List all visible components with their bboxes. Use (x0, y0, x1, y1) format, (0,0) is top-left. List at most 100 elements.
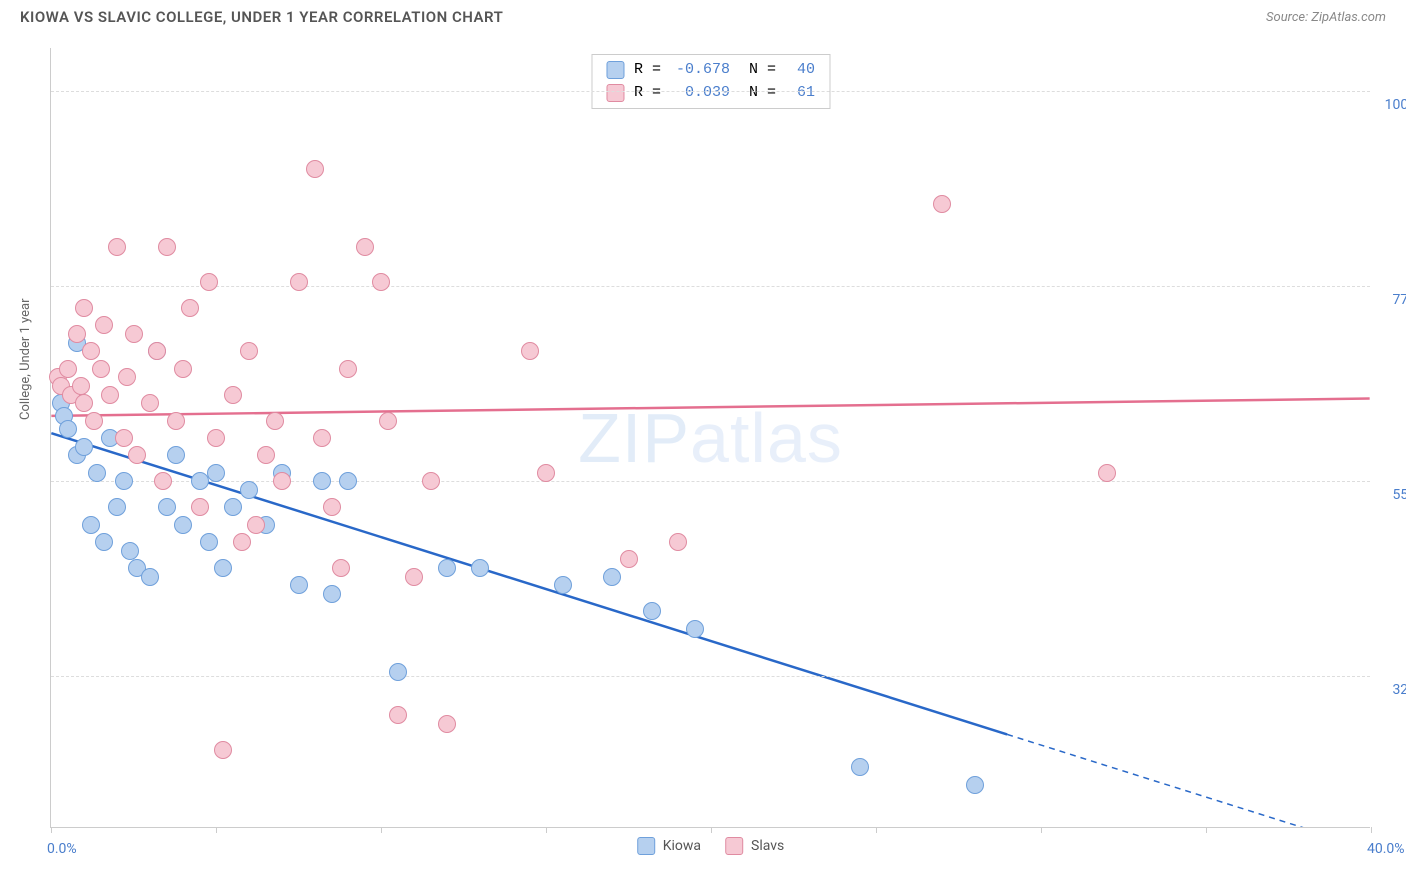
scatter-point (323, 585, 341, 603)
scatter-point (75, 438, 93, 456)
scatter-point (372, 273, 390, 291)
scatter-point (75, 394, 93, 412)
scatter-point (554, 576, 572, 594)
scatter-point (356, 238, 374, 256)
x-tick (216, 827, 217, 833)
scatter-point (174, 516, 192, 534)
scatter-point (438, 559, 456, 577)
scatter-point (128, 446, 146, 464)
scatter-point (158, 498, 176, 516)
source-label: Source: ZipAtlas.com (1266, 10, 1386, 25)
scatter-point (313, 472, 331, 490)
x-tick (711, 827, 712, 833)
x-tick (546, 827, 547, 833)
scatter-point (266, 412, 284, 430)
x-tick (1206, 827, 1207, 833)
stats-row: R = 0.039 N = 61 (606, 82, 815, 105)
scatter-point (82, 516, 100, 534)
scatter-point (108, 498, 126, 516)
scatter-point (339, 472, 357, 490)
y-tick-label: 100.0% (1385, 97, 1406, 113)
scatter-point (101, 386, 119, 404)
x-tick (381, 827, 382, 833)
scatter-point (521, 342, 539, 360)
scatter-point (537, 464, 555, 482)
y-axis-label: College, Under 1 year (18, 298, 33, 420)
gridline (51, 286, 1370, 287)
scatter-point (118, 368, 136, 386)
scatter-point (148, 342, 166, 360)
scatter-point (95, 533, 113, 551)
scatter-point (247, 516, 265, 534)
scatter-point (75, 299, 93, 317)
legend-swatch (637, 837, 655, 855)
scatter-point (59, 360, 77, 378)
legend-bottom: Kiowa Slavs (637, 837, 785, 855)
scatter-point (115, 472, 133, 490)
scatter-point (95, 316, 113, 334)
scatter-point (200, 273, 218, 291)
scatter-point (620, 550, 638, 568)
scatter-point (323, 498, 341, 516)
scatter-point (224, 498, 242, 516)
chart-title: KIOWA VS SLAVIC COLLEGE, UNDER 1 YEAR CO… (20, 8, 503, 26)
scatter-point (332, 559, 350, 577)
scatter-point (389, 706, 407, 724)
scatter-point (306, 160, 324, 178)
scatter-point (405, 568, 423, 586)
stats-row: R = -0.678 N = 40 (606, 59, 815, 82)
scatter-point (88, 464, 106, 482)
scatter-point (471, 559, 489, 577)
scatter-point (438, 715, 456, 733)
y-tick-label: 77.5% (1392, 292, 1406, 308)
scatter-point (59, 420, 77, 438)
scatter-point (686, 620, 704, 638)
scatter-point (966, 776, 984, 794)
scatter-point (851, 758, 869, 776)
scatter-point (125, 325, 143, 343)
scatter-point (233, 533, 251, 551)
x-tick (51, 827, 52, 833)
scatter-point (669, 533, 687, 551)
scatter-point (290, 576, 308, 594)
watermark: ZIPatlas (578, 398, 843, 478)
scatter-point (72, 377, 90, 395)
scatter-point (240, 342, 258, 360)
scatter-point (141, 568, 159, 586)
x-tick-label: 40.0% (1367, 841, 1405, 857)
scatter-point (1098, 464, 1116, 482)
scatter-point (379, 412, 397, 430)
scatter-point (181, 299, 199, 317)
x-tick (1041, 827, 1042, 833)
scatter-point (167, 446, 185, 464)
scatter-point (207, 464, 225, 482)
x-tick (1371, 827, 1372, 833)
legend-label: Kiowa (663, 838, 701, 854)
legend-label: Slavs (751, 838, 784, 854)
scatter-point (339, 360, 357, 378)
scatter-point (200, 533, 218, 551)
scatter-point (174, 360, 192, 378)
scatter-point (82, 342, 100, 360)
scatter-point (191, 472, 209, 490)
scatter-point (158, 238, 176, 256)
chart-plot-area: ZIPatlas R = -0.678 N = 40R = 0.039 N = … (50, 48, 1370, 828)
scatter-point (603, 568, 621, 586)
scatter-point (167, 412, 185, 430)
trend-lines (51, 48, 1370, 827)
gridline (51, 91, 1370, 92)
scatter-point (224, 386, 242, 404)
scatter-point (214, 559, 232, 577)
scatter-point (273, 472, 291, 490)
scatter-point (422, 472, 440, 490)
scatter-point (68, 325, 86, 343)
scatter-point (257, 446, 275, 464)
legend-swatch (606, 61, 624, 79)
scatter-point (207, 429, 225, 447)
scatter-point (933, 195, 951, 213)
x-tick (876, 827, 877, 833)
scatter-point (389, 663, 407, 681)
legend-swatch (725, 837, 743, 855)
scatter-point (115, 429, 133, 447)
legend-item: Kiowa (637, 837, 701, 855)
